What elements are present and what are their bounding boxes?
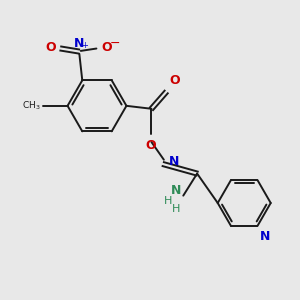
Text: O: O <box>146 139 156 152</box>
Text: −: − <box>110 36 120 50</box>
Text: O: O <box>169 74 180 87</box>
Text: N: N <box>74 37 85 50</box>
Text: CH$_3$: CH$_3$ <box>22 100 40 112</box>
Text: O: O <box>101 40 112 54</box>
Text: N: N <box>260 230 270 243</box>
Text: N: N <box>169 155 179 168</box>
Text: N: N <box>170 184 181 197</box>
Text: H: H <box>172 204 180 214</box>
Text: O: O <box>45 40 56 54</box>
Text: H: H <box>164 196 173 206</box>
Text: +: + <box>81 40 88 50</box>
